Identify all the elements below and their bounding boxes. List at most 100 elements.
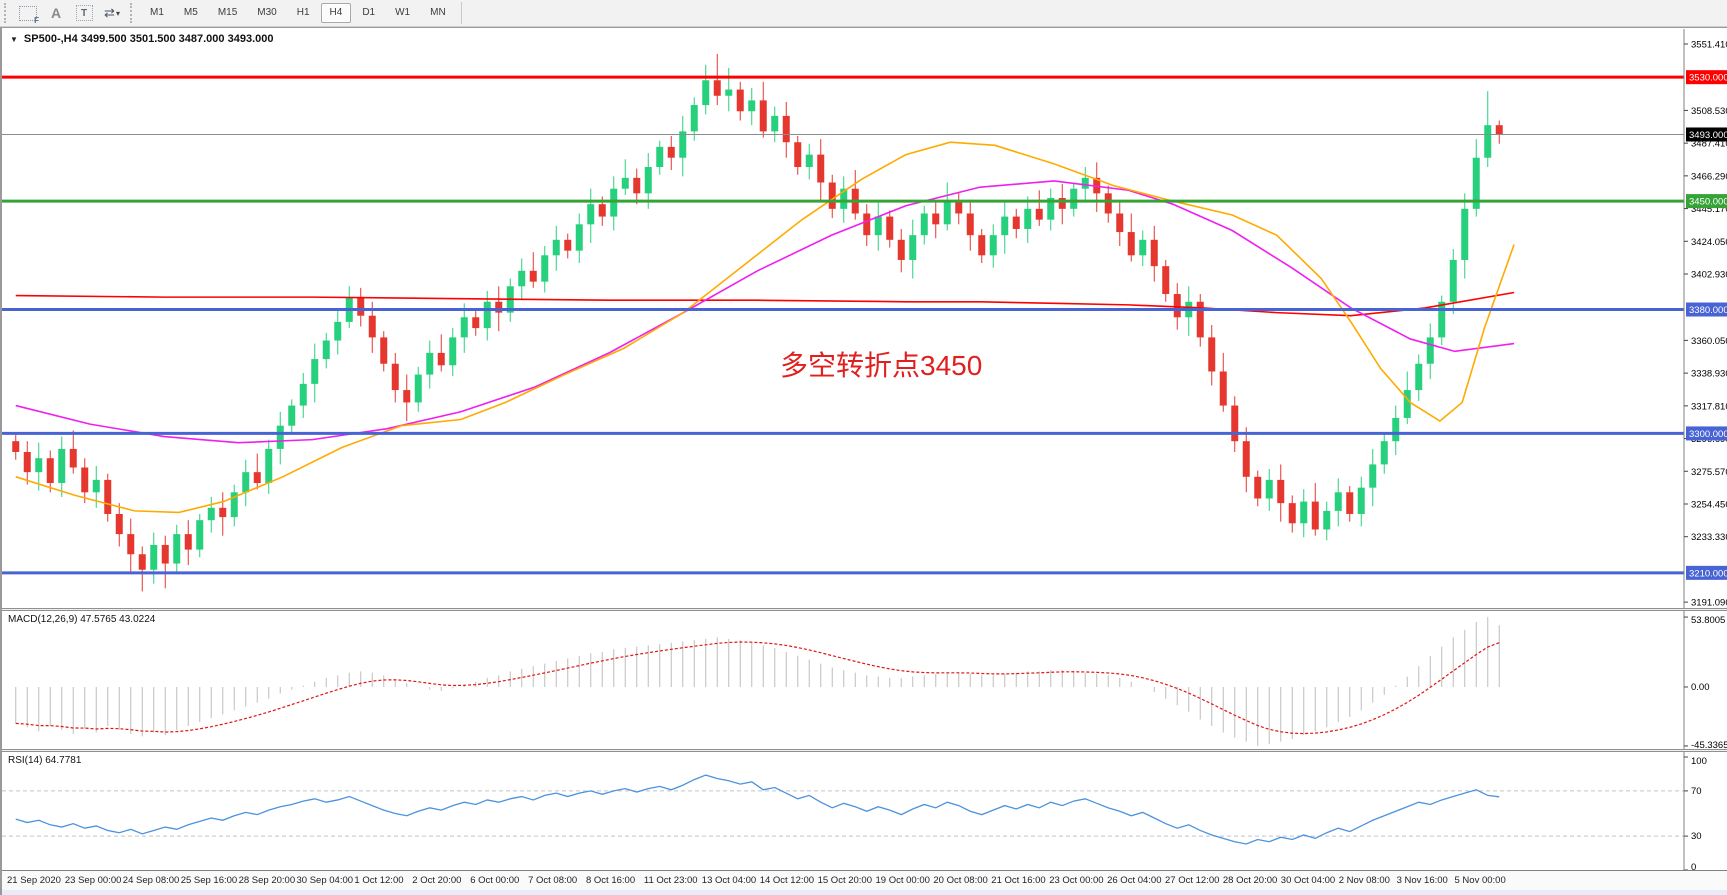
candle-body xyxy=(771,115,779,132)
toolbar-grip-2[interactable] xyxy=(130,3,137,23)
rsi-label: RSI(14) 64.7781 xyxy=(8,755,82,766)
price-tick-label: 3508.530 xyxy=(1691,106,1727,117)
macd-label: MACD(12,26,9) 47.5765 43.0224 xyxy=(8,614,156,625)
chart-title: ▼ SP500-,H4 3499.500 3501.500 3487.000 3… xyxy=(10,33,273,45)
arrow-tools-icon[interactable]: ⇄ ▾ xyxy=(98,2,126,25)
time-label: 3 Nov 16:00 xyxy=(1396,875,1448,886)
candle-body xyxy=(1001,216,1009,236)
candle-body xyxy=(104,479,112,514)
time-label: 19 Oct 00:00 xyxy=(875,875,930,886)
timeframe-button-m15[interactable]: M15 xyxy=(217,7,238,18)
timeframe-button-d1[interactable]: D1 xyxy=(362,7,376,18)
candle-body xyxy=(966,213,974,236)
rsi-tick-label: 100 xyxy=(1691,756,1707,767)
time-label: 24 Sep 08:00 xyxy=(122,875,180,886)
chart-title-text: SP500-,H4 3499.500 3501.500 3487.000 349… xyxy=(23,33,274,45)
candle-body xyxy=(1472,157,1480,209)
timeframe-button-h4[interactable]: H4 xyxy=(320,3,352,23)
candle-body xyxy=(161,544,169,564)
rsi-line xyxy=(15,774,1500,845)
chevron-down-icon[interactable]: ▼ xyxy=(10,34,18,44)
candle-body xyxy=(391,363,399,391)
candle-body xyxy=(69,448,77,468)
candle-body xyxy=(1024,208,1032,229)
candle-body xyxy=(127,534,135,555)
candle-body xyxy=(184,534,192,550)
timeframe-button-m30[interactable]: M30 xyxy=(257,7,277,18)
candle-body xyxy=(1219,371,1227,406)
candle-body xyxy=(1357,487,1365,514)
candle-body xyxy=(840,188,848,209)
candle-body xyxy=(357,297,365,316)
candle-body xyxy=(1231,405,1239,442)
macd-panel[interactable]: 53.8005 0.00 -45.3365 MACD(12,26,9) 47.576… xyxy=(2,611,1727,749)
timeframe-button-m1[interactable]: M1 xyxy=(150,7,164,18)
price-badge-label: 3300.000 xyxy=(1689,429,1727,440)
price-tick-label: 3275.570 xyxy=(1691,467,1727,478)
time-label: 6 Oct 00:00 xyxy=(470,875,520,886)
time-label: 11 Oct 23:00 xyxy=(643,875,698,886)
toolbar-separator xyxy=(460,2,462,24)
candle-body xyxy=(1380,441,1388,465)
candle-body xyxy=(299,383,307,406)
candle-body xyxy=(253,472,261,483)
candle-body xyxy=(552,239,560,256)
macd-tick-label: 53.8005 xyxy=(1691,615,1725,626)
candle-body xyxy=(173,534,181,564)
toolbar-grip[interactable] xyxy=(4,3,11,23)
rsi-tick-label: 0 xyxy=(1691,862,1696,870)
main-chart-panel[interactable]: 3551.410 3508.530 3487.410 3466.290 3445.170… xyxy=(2,29,1727,608)
panel-splitter-1[interactable] xyxy=(2,608,1727,611)
price-badge-label: 3493.000 xyxy=(1689,130,1727,141)
text-box-icon[interactable]: T xyxy=(70,2,98,25)
candle-body xyxy=(874,216,882,236)
candle-body xyxy=(782,115,790,143)
price-badge-label: 3530.000 xyxy=(1689,73,1727,84)
panel-splitter-2[interactable] xyxy=(2,749,1727,752)
timeframe-button-m5[interactable]: M5 xyxy=(183,7,198,18)
candle-body xyxy=(955,201,963,214)
candle-body xyxy=(1116,213,1124,233)
candle-body xyxy=(587,204,595,225)
candle-body xyxy=(242,472,250,493)
time-label: 20 Oct 08:00 xyxy=(933,875,988,886)
candle-body xyxy=(196,520,204,550)
ma-long-red[interactable] xyxy=(15,291,1515,317)
letter-t-glyph: T xyxy=(75,5,93,21)
time-label: 2 Nov 08:00 xyxy=(1338,875,1390,886)
time-axis[interactable]: 21 Sep 2020 23 Sep 00:00 24 Sep 08:00 25 Se… xyxy=(2,870,1727,890)
text-label-icon[interactable]: A xyxy=(42,2,70,25)
price-badge xyxy=(1686,565,1727,580)
candle-body xyxy=(794,142,802,168)
candle-body xyxy=(1070,188,1078,209)
candle-body xyxy=(863,213,871,236)
candle-body xyxy=(12,441,20,453)
candle-body xyxy=(1254,476,1262,499)
price-badge-label: 3210.000 xyxy=(1689,568,1727,579)
timeframe-button-h1[interactable]: H1 xyxy=(296,7,310,18)
price-tick-label: 3402.930 xyxy=(1691,269,1727,280)
timeframe-button-w1[interactable]: W1 xyxy=(395,7,411,18)
candle-body xyxy=(621,177,629,189)
candle-body xyxy=(1346,492,1354,514)
candle-body xyxy=(1461,208,1469,260)
ma-slow-magenta[interactable] xyxy=(15,180,1515,444)
candle-body xyxy=(115,513,123,535)
candle-body xyxy=(1139,239,1147,256)
candle-body xyxy=(575,224,583,251)
grid-template-icon[interactable]: F xyxy=(14,2,42,25)
candle-body xyxy=(460,317,468,338)
letter-a-glyph: A xyxy=(50,5,62,21)
candle-body xyxy=(564,239,572,251)
time-label: 26 Oct 04:00 xyxy=(1107,875,1162,886)
candle-body xyxy=(817,154,825,183)
rsi-panel[interactable]: 100 70 30 0 RSI(14) 64.7781 xyxy=(2,752,1727,870)
candle-body xyxy=(230,492,238,518)
candle-body xyxy=(495,301,503,313)
candle-body xyxy=(1242,441,1250,477)
timeframe-button-mn[interactable]: MN xyxy=(430,7,446,18)
candle-body xyxy=(1300,501,1308,524)
time-label: 25 Sep 16:00 xyxy=(180,875,238,886)
ma-fast-orange[interactable] xyxy=(15,141,1515,514)
price-tick-label: 3191.090 xyxy=(1691,598,1727,608)
